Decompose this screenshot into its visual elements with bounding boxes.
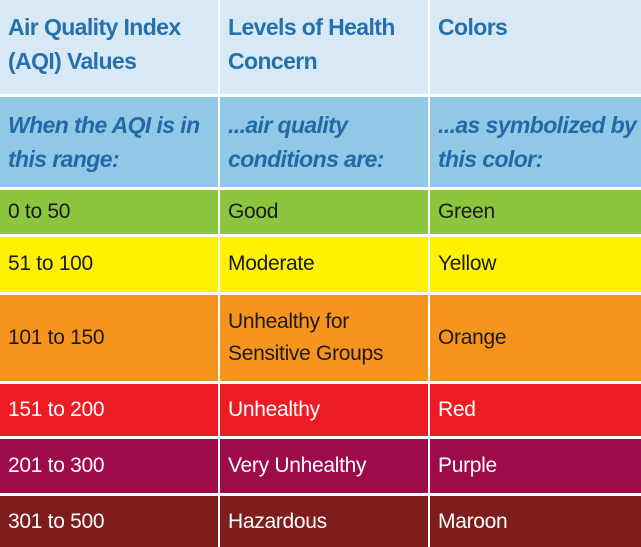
health-level-cell: Good [220, 190, 430, 237]
subheader-conditions: ...air quality conditions are: [220, 96, 430, 191]
health-level-cell: Very Unhealthy [220, 438, 430, 497]
header-colors: Colors [430, 0, 641, 97]
aqi-range-cell: 201 to 300 [0, 438, 220, 497]
aqi-range-cell: 301 to 500 [0, 496, 220, 547]
table-row: 201 to 300 Very Unhealthy Purple [0, 438, 641, 497]
table-row: 301 to 500 Hazardous Maroon [0, 496, 641, 547]
subheader-range: When the AQI is in this range: [0, 96, 220, 191]
color-name-cell: Maroon [430, 496, 641, 547]
header-health-concern: Levels of Health Concern [220, 0, 430, 97]
health-level-cell: Moderate [220, 236, 430, 295]
health-level-cell: Unhealthy [220, 383, 430, 439]
table-row: 0 to 50 Good Green [0, 190, 641, 237]
header-aqi-values: Air Quality Index (AQI) Values [0, 0, 220, 97]
aqi-range-cell: 51 to 100 [0, 236, 220, 295]
table-row: 151 to 200 Unhealthy Red [0, 383, 641, 439]
subheader-row: When the AQI is in this range: ...air qu… [0, 96, 641, 191]
aqi-range-cell: 0 to 50 [0, 190, 220, 237]
color-name-cell: Purple [430, 438, 641, 497]
table-row: 101 to 150 Unhealthy for Sensitive Group… [0, 294, 641, 384]
header-row: Air Quality Index (AQI) Values Levels of… [0, 0, 641, 97]
health-level-cell: Unhealthy for Sensitive Groups [220, 294, 430, 384]
color-name-cell: Yellow [430, 236, 641, 295]
aqi-range-cell: 101 to 150 [0, 294, 220, 384]
table-row: 51 to 100 Moderate Yellow [0, 236, 641, 295]
subheader-color: ...as symbolized by this color: [430, 96, 641, 191]
color-name-cell: Green [430, 190, 641, 237]
health-level-cell: Hazardous [220, 496, 430, 547]
aqi-range-cell: 151 to 200 [0, 383, 220, 439]
color-name-cell: Orange [430, 294, 641, 384]
color-name-cell: Red [430, 383, 641, 439]
